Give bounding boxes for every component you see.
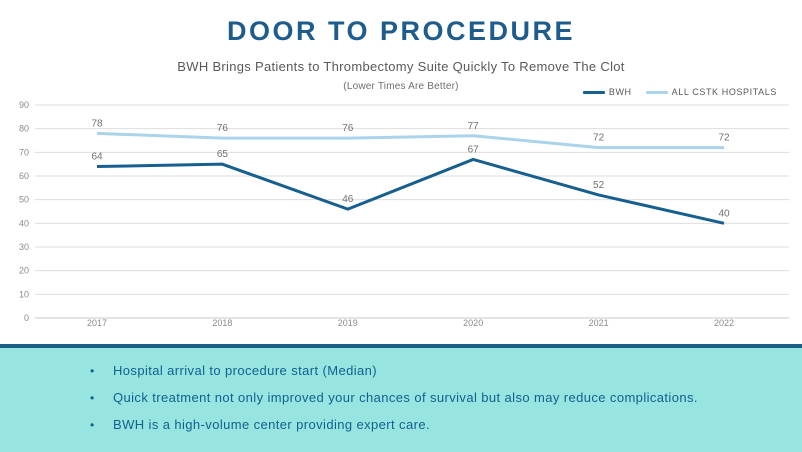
bullet-list: Hospital arrival to procedure start (Med… bbox=[0, 361, 802, 435]
svg-text:2018: 2018 bbox=[212, 318, 232, 328]
bwh-line-swatch-icon bbox=[582, 90, 605, 94]
bullet-icon bbox=[90, 361, 113, 381]
svg-text:40: 40 bbox=[19, 218, 29, 228]
footer-callout-panel: Hospital arrival to procedure start (Med… bbox=[0, 344, 802, 452]
svg-text:90: 90 bbox=[19, 100, 29, 110]
svg-text:72: 72 bbox=[718, 133, 730, 144]
svg-text:20: 20 bbox=[19, 266, 29, 276]
svg-text:2022: 2022 bbox=[714, 318, 734, 328]
list-item: Quick treatment not only improved your c… bbox=[90, 388, 772, 408]
svg-text:77: 77 bbox=[468, 121, 480, 132]
svg-text:2019: 2019 bbox=[338, 318, 358, 328]
legend-item-bwh: BWH bbox=[582, 87, 632, 97]
svg-text:2020: 2020 bbox=[463, 318, 483, 328]
legend-label-bwh: BWH bbox=[608, 87, 632, 97]
bullet-text: Hospital arrival to procedure start (Med… bbox=[113, 363, 377, 378]
list-item: Hospital arrival to procedure start (Med… bbox=[90, 361, 772, 381]
chart-legend: BWH ALL CSTK HOSPITALS bbox=[582, 87, 777, 97]
svg-text:72: 72 bbox=[593, 133, 605, 144]
svg-text:67: 67 bbox=[468, 144, 480, 155]
svg-text:30: 30 bbox=[19, 242, 29, 252]
svg-text:10: 10 bbox=[19, 289, 29, 299]
legend-item-cstk: ALL CSTK HOSPITALS bbox=[645, 87, 777, 97]
bullet-icon bbox=[90, 415, 113, 435]
bullet-text: Quick treatment not only improved your c… bbox=[113, 390, 698, 405]
cstk-line-swatch-icon bbox=[645, 90, 668, 94]
svg-text:2017: 2017 bbox=[87, 318, 107, 328]
svg-text:40: 40 bbox=[718, 208, 730, 219]
chart-annotation: (Lower Times Are Better) bbox=[343, 81, 459, 92]
line-chart: 0 10 20 30 40 50 60 70 80 90 2017 2018 2019 2020 2021 2… bbox=[19, 100, 789, 328]
bullet-icon bbox=[90, 388, 113, 408]
svg-text:46: 46 bbox=[342, 194, 354, 205]
list-item: BWH is a high-volume center providing ex… bbox=[90, 415, 772, 435]
svg-text:64: 64 bbox=[91, 152, 103, 163]
svg-text:76: 76 bbox=[217, 123, 229, 134]
svg-text:0: 0 bbox=[24, 313, 29, 323]
svg-text:2021: 2021 bbox=[589, 318, 609, 328]
svg-text:52: 52 bbox=[593, 180, 605, 191]
page-title: DOOR TO PROCEDURE bbox=[226, 16, 576, 46]
bullet-text: BWH is a high-volume center providing ex… bbox=[113, 417, 430, 432]
svg-text:50: 50 bbox=[19, 195, 29, 205]
svg-text:60: 60 bbox=[19, 171, 29, 181]
svg-text:78: 78 bbox=[91, 118, 103, 129]
svg-text:70: 70 bbox=[19, 147, 29, 157]
legend-label-cstk: ALL CSTK HOSPITALS bbox=[671, 87, 777, 97]
svg-text:65: 65 bbox=[217, 149, 229, 160]
svg-text:80: 80 bbox=[19, 124, 29, 134]
chart-subtitle: BWH Brings Patients to Thrombectomy Suit… bbox=[177, 59, 625, 74]
svg-text:76: 76 bbox=[342, 123, 354, 134]
